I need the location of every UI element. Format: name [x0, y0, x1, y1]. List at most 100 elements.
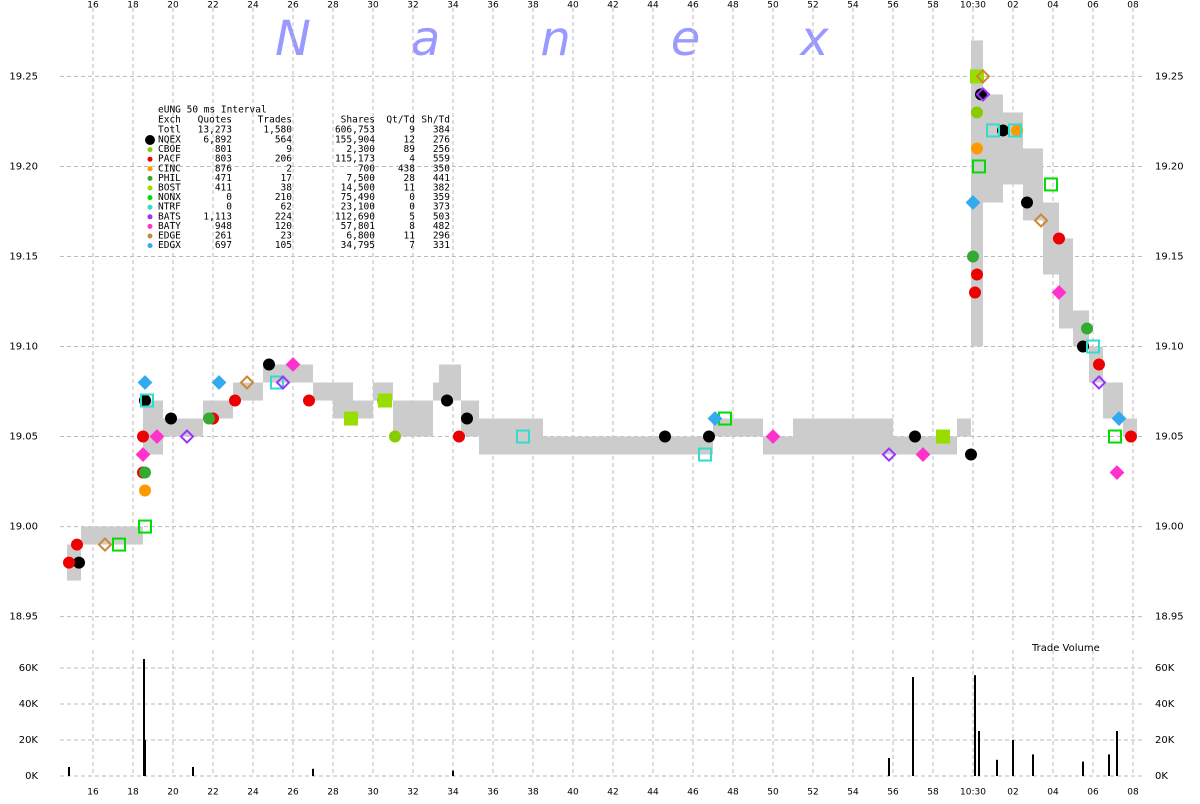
x-tick-label: 30	[367, 1, 379, 11]
legend-stat: 438	[398, 163, 415, 174]
legend-stat: 261	[215, 231, 232, 242]
y-tick-label: 19.20	[1155, 161, 1184, 172]
x-tick-label: 20	[167, 788, 179, 798]
nbbo-band	[479, 418, 543, 455]
legend-stat: 2,300	[346, 144, 375, 155]
legend-stat: 17	[281, 173, 292, 184]
legend-name: CBOE	[158, 144, 181, 155]
legend-header: Shares	[341, 115, 375, 126]
trade-marker	[344, 411, 358, 426]
trade-marker	[453, 430, 465, 443]
legend-swatch	[147, 147, 153, 153]
y-tick-label: 19.05	[9, 432, 38, 443]
x-tick-label: 28	[327, 1, 339, 11]
legend-stat: 28	[404, 173, 416, 184]
x-tick-label: 36	[487, 788, 499, 798]
trade-marker	[971, 106, 983, 119]
nbbo-band	[833, 418, 893, 455]
nbbo-band	[333, 382, 353, 419]
x-tick-label: 22	[207, 788, 218, 798]
trade-marker	[139, 484, 151, 497]
nbbo-band	[313, 382, 333, 401]
y-tick-label: 19.15	[9, 251, 38, 262]
volume-bar	[144, 740, 146, 776]
legend-stat: 206	[275, 154, 292, 165]
nbbo-band	[983, 94, 1003, 203]
x-tick-label: 52	[807, 1, 818, 11]
legend-stat: 7	[409, 240, 415, 251]
legend-stat: 384	[433, 125, 450, 136]
y-tick-label: 19.05	[1155, 432, 1184, 443]
nbbo-band	[433, 382, 439, 401]
x-tick-label: 54	[847, 788, 859, 798]
y-tick-label: 0K	[1155, 771, 1168, 782]
x-tick-label: 56	[887, 1, 899, 11]
legend-stat: 34,795	[341, 240, 375, 251]
x-tick-label: 48	[727, 1, 739, 11]
x-tick-label: 50	[767, 788, 779, 798]
x-tick-label: 58	[927, 1, 939, 11]
volume-bar	[68, 767, 70, 776]
trade-marker	[378, 393, 392, 408]
nbbo-band	[713, 418, 763, 437]
x-tick-label: 02	[1007, 788, 1018, 798]
legend-stat: 14,500	[341, 183, 376, 194]
nbbo-band	[971, 40, 983, 347]
trade-marker	[707, 411, 723, 426]
x-tick-label: 18	[127, 788, 139, 798]
trade-marker	[137, 375, 153, 390]
y-tick-label: 0K	[25, 771, 38, 782]
nbbo-band	[893, 436, 929, 455]
nbbo-band	[143, 400, 163, 455]
x-tick-label: 30	[367, 788, 379, 798]
x-tick-label: 34	[447, 788, 459, 798]
legend-stat: 559	[433, 154, 450, 165]
volume-bar	[912, 677, 914, 776]
x-tick-label: 32	[407, 788, 418, 798]
legend-swatch	[147, 185, 153, 191]
trade-marker	[1108, 429, 1122, 444]
legend-name: PACF	[158, 154, 181, 165]
legend-stat: 700	[358, 163, 375, 174]
x-tick-label: 10:30	[960, 788, 986, 798]
trade-marker	[63, 556, 75, 569]
trade-marker	[936, 429, 950, 444]
y-tick-label: 20K	[1155, 735, 1175, 746]
x-tick-label: 24	[247, 1, 259, 11]
y-tick-label: 19.15	[1155, 251, 1184, 262]
legend-stat: 6,892	[203, 135, 232, 146]
legend-stat: 0	[409, 192, 415, 203]
legend-stat: 0	[226, 202, 232, 213]
trade-marker	[229, 394, 241, 407]
legend-stat: 11	[404, 183, 416, 194]
legend-stat: 4	[409, 154, 415, 165]
x-tick-label: 36	[487, 1, 499, 11]
x-tick-label: 40	[567, 788, 579, 798]
legend-swatch	[147, 156, 153, 162]
volume-bar	[974, 675, 976, 776]
legend-stat: 89	[404, 144, 416, 155]
x-tick-label: 04	[1047, 788, 1059, 798]
volume-bar	[192, 767, 194, 776]
legend-stat: 105	[275, 240, 292, 251]
trade-marker	[698, 447, 712, 462]
x-tick-label: 44	[647, 788, 659, 798]
trade-marker	[969, 286, 981, 299]
legend-stat: 5	[409, 211, 415, 222]
trade-marker	[149, 429, 165, 444]
x-tick-label: 22	[207, 1, 218, 11]
legend-stat: 115,173	[335, 154, 375, 165]
trade-marker	[516, 429, 530, 444]
nbbo-band	[1023, 148, 1043, 221]
x-tick-label: 06	[1087, 1, 1099, 11]
volume-bar	[1116, 731, 1118, 776]
nbbo-band	[957, 418, 971, 437]
legend-stat: 7,500	[346, 173, 375, 184]
legend-swatch	[147, 166, 153, 172]
y-tick-label: 19.00	[9, 522, 38, 533]
nbbo-band	[1059, 238, 1073, 329]
trade-marker	[765, 429, 781, 444]
nbbo-band	[763, 436, 793, 455]
trade-marker	[461, 412, 473, 425]
